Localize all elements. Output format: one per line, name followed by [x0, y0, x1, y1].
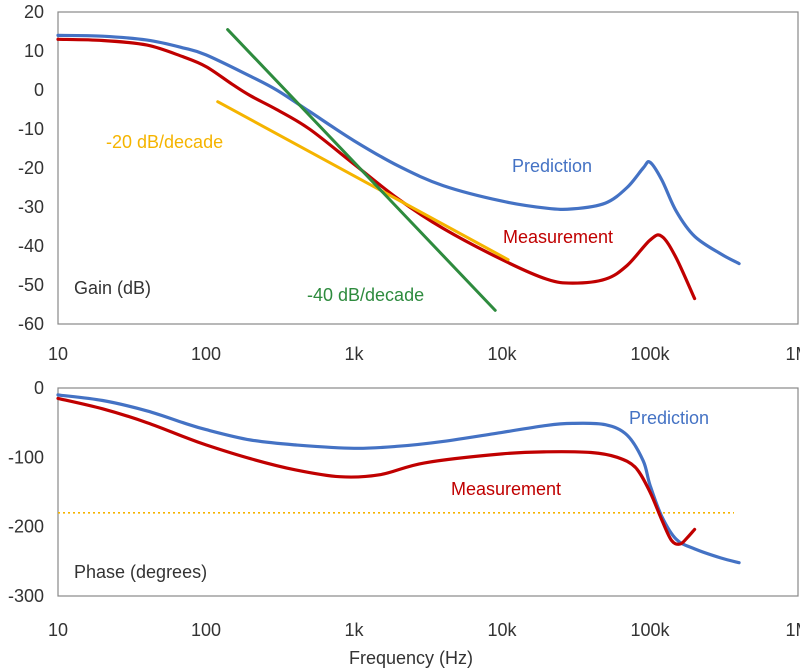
phase-x-tick-label: 10k: [487, 620, 517, 640]
gain-y-tick-label: 0: [34, 80, 44, 100]
measurement-label-gain: Measurement: [503, 227, 613, 247]
gain-y-tick-label: 10: [24, 41, 44, 61]
phase-plot-frame: [57, 387, 799, 597]
gain-plot-frame: [57, 11, 799, 325]
prediction-label-gain: Prediction: [512, 156, 592, 176]
gain-y-tick-label: 20: [24, 2, 44, 22]
gain-x-tick-label: 100: [191, 344, 221, 364]
gain-y-tick-labels: 20 10 0 -10 -20 -30 -40 -50 -60: [18, 2, 44, 334]
gain-x-tick-label: 10: [48, 344, 68, 364]
phase-x-tick-label: 1k: [344, 620, 364, 640]
slope-40-label: -40 dB/decade: [307, 285, 424, 305]
gain-line-40-db-decade: [226, 28, 497, 312]
gain-y-tick-label: -40: [18, 236, 44, 256]
phase-x-tick-label: 10: [48, 620, 68, 640]
phase-y-tick-label: -300: [8, 586, 44, 606]
phase-x-tick-label: 100: [191, 620, 221, 640]
gain-line-measurement: [56, 37, 697, 301]
gain-y-tick-label: -10: [18, 119, 44, 139]
phase-y-tick-label: -100: [8, 447, 44, 467]
phase-y-tick-label: 0: [34, 378, 44, 398]
phase-x-tick-label: 1M: [785, 620, 800, 640]
gain-panel-label: Gain (dB): [74, 278, 151, 298]
gain-line-prediction: [56, 33, 741, 266]
gain-x-tick-label: 100k: [630, 344, 670, 364]
gain-y-tick-label: -20: [18, 158, 44, 178]
gain-y-tick-label: -60: [18, 314, 44, 334]
prediction-label-phase: Prediction: [629, 408, 709, 428]
gain-series-lines: [56, 28, 741, 312]
gain-x-tick-label: 10k: [487, 344, 517, 364]
phase-line-prediction: [56, 393, 741, 565]
phase-series-lines: [56, 393, 741, 565]
gain-x-tick-labels: 10 100 1k 10k 100k 1M: [48, 344, 800, 364]
phase-panel-label: Phase (degrees): [74, 562, 207, 582]
phase-line-measurement: [56, 396, 697, 546]
measurement-label-phase: Measurement: [451, 479, 561, 499]
gain-x-tick-label: 1k: [344, 344, 364, 364]
slope-20-label: -20 dB/decade: [106, 132, 223, 152]
frequency-axis-title: Frequency (Hz): [349, 648, 473, 668]
phase-x-tick-labels: 10 100 1k 10k 100k 1M: [48, 620, 800, 640]
gain-y-tick-label: -50: [18, 275, 44, 295]
gain-line-20-db-decade: [216, 100, 510, 262]
phase-y-tick-label: -200: [8, 517, 44, 537]
phase-y-tick-labels: 0 -100 -200 -300: [8, 378, 44, 606]
gain-x-tick-label: 1M: [785, 344, 800, 364]
gain-y-tick-label: -30: [18, 197, 44, 217]
phase-x-tick-label: 100k: [630, 620, 670, 640]
phase-panel: 0 -100 -200 -300 10 100 1k 10k 100k 1M Phase (de…: [8, 378, 800, 668]
